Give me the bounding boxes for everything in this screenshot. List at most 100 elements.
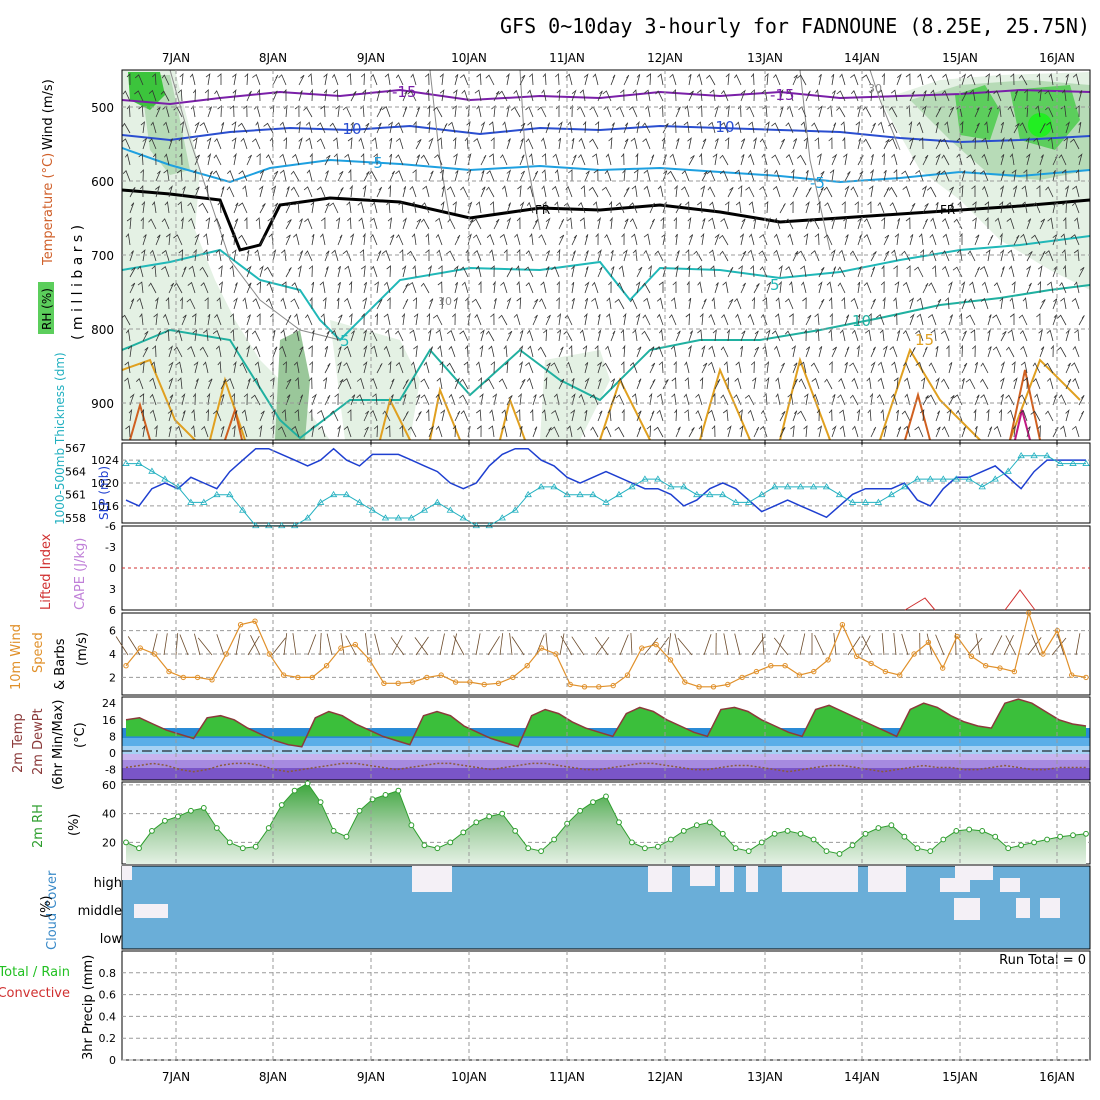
- wind-barb: [948, 394, 955, 406]
- isotherm-label: -5: [368, 154, 383, 172]
- wind-barb: [815, 89, 820, 102]
- wind10-point: [882, 668, 889, 675]
- rh2m-point: [239, 845, 246, 852]
- wind-barb: [1060, 105, 1067, 118]
- wind-barb: [122, 122, 131, 134]
- wind-barb: [415, 106, 421, 118]
- wind-barb: [493, 298, 497, 310]
- wind-barb: [985, 88, 990, 102]
- rh2m-point: [732, 845, 739, 852]
- wind-barb: [1007, 409, 1015, 422]
- wind-barb: [814, 313, 820, 326]
- wind-barb: [1052, 202, 1056, 214]
- wind10-barb: [655, 636, 670, 656]
- wind-barb: [519, 360, 523, 374]
- wind-barb: [1072, 73, 1080, 86]
- wind-barb: [298, 346, 304, 358]
- wind-barb: [428, 298, 434, 310]
- wind10-point: [323, 663, 330, 669]
- wind-barb: [684, 409, 690, 422]
- precip-frame: [121, 950, 1091, 1061]
- wind-barb: [181, 186, 186, 198]
- wind-barb: [178, 249, 184, 262]
- wind-barb: [1007, 105, 1015, 118]
- wind-barb: [972, 345, 976, 358]
- wind-barb: [735, 201, 742, 214]
- wind-barb: [316, 186, 326, 198]
- wind-barb: [422, 185, 430, 198]
- thickness-point: [563, 490, 571, 498]
- wind-barb: [173, 234, 183, 246]
- wind-barb: [857, 217, 862, 230]
- wind-barb: [877, 121, 885, 134]
- rh2m-point: [538, 848, 544, 854]
- wind10-barb: [487, 636, 500, 656]
- wind-barb: [810, 218, 820, 230]
- wind-barb: [460, 186, 469, 198]
- wind-barb: [836, 90, 846, 102]
- wind-barb: [566, 425, 573, 438]
- wind-barb: [1037, 169, 1042, 182]
- wind10-tick-label: 4: [109, 648, 116, 661]
- wind-barb: [385, 425, 391, 438]
- wind10-point: [710, 684, 717, 690]
- wind-barb: [620, 328, 625, 342]
- wind-barb: [980, 378, 989, 390]
- wind-barb: [1047, 217, 1054, 230]
- wind-barb: [163, 121, 170, 134]
- rh2m-point: [719, 830, 726, 837]
- wind-barb: [231, 137, 237, 150]
- wind-barb: [579, 89, 586, 102]
- wind-barb: [337, 187, 344, 198]
- wind-barb: [868, 185, 874, 198]
- wind-barb: [956, 137, 963, 150]
- wind-barb: [173, 346, 183, 358]
- wind10-barb: [955, 632, 957, 656]
- wind-barb: [294, 409, 300, 422]
- wind-barb: [233, 346, 239, 358]
- wind10-point: [624, 672, 631, 678]
- wind-barb: [555, 105, 560, 117]
- wind-barb: [929, 249, 937, 262]
- wind-barb: [981, 153, 989, 166]
- wind-barb: [870, 122, 876, 134]
- rh2m-point: [862, 830, 869, 837]
- wind-barb: [810, 250, 820, 262]
- wind-barb: [608, 280, 612, 294]
- thickness-point: [719, 490, 727, 498]
- wind-barb: [501, 425, 508, 438]
- wind-barb: [362, 297, 368, 310]
- wind-barb: [517, 185, 522, 198]
- thickness-point: [148, 467, 156, 474]
- rh2m-point: [382, 792, 389, 798]
- cloud-gap: [122, 866, 132, 880]
- wind-barb: [1026, 251, 1033, 262]
- wind-barb: [870, 346, 876, 358]
- wind-barb: [285, 219, 292, 230]
- cloud-gap: [746, 866, 758, 892]
- wind-barb: [940, 138, 950, 150]
- day-label: 8JAN: [259, 1070, 287, 1084]
- wind10-barb: [571, 636, 585, 656]
- wind-barb: [194, 233, 200, 246]
- wind-barb: [775, 313, 781, 326]
- isotherm-freezing: [122, 188, 1090, 252]
- wind10-barbs: [115, 632, 1081, 656]
- wind-barb: [126, 73, 131, 86]
- chart-title: GFS 0~10day 3-hourly for FADNOUNE (8.25E…: [500, 14, 1090, 38]
- wind-barb: [220, 394, 225, 406]
- wind-barb: [958, 185, 964, 198]
- thickness-point: [939, 475, 948, 482]
- wind-barb: [541, 153, 547, 166]
- wind-barb: [597, 330, 602, 342]
- rh2m-point: [745, 848, 752, 854]
- wind-barb: [376, 186, 383, 198]
- wind-barb: [935, 345, 939, 358]
- wind-barb: [488, 345, 495, 358]
- wind-barb: [525, 138, 534, 150]
- wind-barb: [974, 425, 978, 438]
- wind-barb: [961, 330, 967, 342]
- wind-barb: [805, 346, 811, 358]
- wind-barb: [654, 250, 664, 262]
